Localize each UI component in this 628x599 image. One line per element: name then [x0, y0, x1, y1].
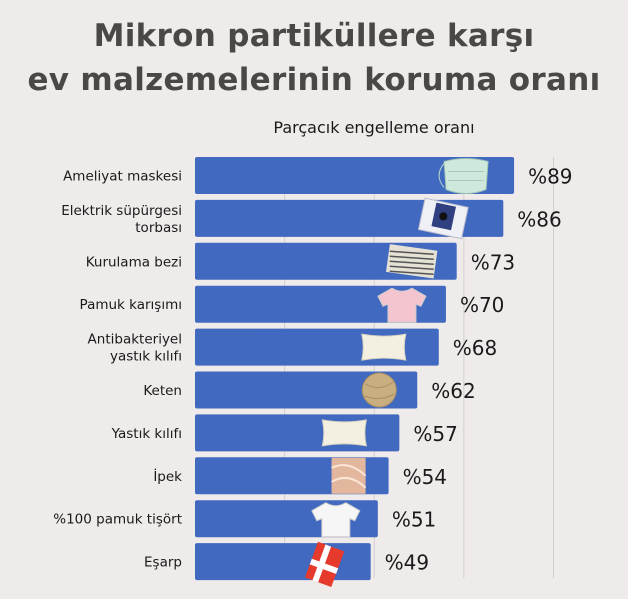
- linen-ball-icon: [361, 372, 397, 408]
- value-label: %51: [392, 508, 436, 532]
- category-label: Eşarp: [144, 555, 182, 571]
- value-label: %86: [517, 207, 561, 231]
- category-label: Ameliyat maskesi: [63, 169, 182, 185]
- pillow-icon: [321, 419, 368, 447]
- category-label: Antibakteriyel: [88, 332, 182, 348]
- category-label: torbası: [135, 220, 182, 236]
- white-tshirt-icon: [311, 502, 361, 538]
- category-label: Keten: [143, 383, 182, 399]
- bar: [195, 414, 400, 452]
- bar: [195, 371, 418, 409]
- value-label: %89: [528, 165, 572, 189]
- surgical-mask-icon: [438, 158, 489, 194]
- value-label: %57: [413, 422, 457, 446]
- scarf-icon: [304, 541, 345, 588]
- value-label: %62: [431, 379, 475, 403]
- category-label: İpek: [153, 467, 182, 485]
- chart-subtitle: Parçacık engelleme oranı: [273, 118, 475, 137]
- chart-title-line-2: ev malzemelerinin koruma oranı: [27, 62, 601, 98]
- category-label: Kurulama bezi: [86, 254, 182, 270]
- category-label: %100 pamuk tişört: [53, 512, 182, 528]
- value-label: %49: [385, 551, 429, 575]
- category-label: Yastık kılıfı: [111, 426, 182, 442]
- category-label: Elektrik süpürgesi: [61, 203, 182, 219]
- vacuum-bag-icon: [417, 197, 469, 240]
- silk-fabric-icon: [331, 457, 367, 494]
- value-label: %54: [403, 465, 447, 489]
- bar: [195, 157, 515, 194]
- pillow-icon: [361, 333, 407, 361]
- pink-tshirt-icon: [377, 287, 427, 323]
- bar: [195, 543, 371, 581]
- value-label: %70: [460, 293, 504, 317]
- category-label: Pamuk karışımı: [80, 297, 182, 313]
- value-label: %68: [453, 336, 497, 360]
- chart-title-line-1: Mikron partiküllere karşı: [93, 18, 535, 54]
- dish-towel-icon: [385, 244, 438, 279]
- value-label: %73: [471, 250, 515, 274]
- category-label: yastık kılıfı: [110, 349, 182, 365]
